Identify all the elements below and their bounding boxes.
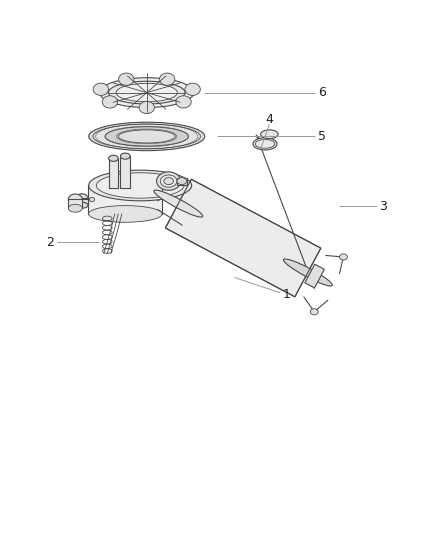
Ellipse shape [283,259,332,286]
Polygon shape [166,179,321,297]
Text: 1: 1 [283,288,291,302]
Bar [109,158,118,188]
Text: 2: 2 [46,236,54,249]
Ellipse shape [68,194,82,205]
Ellipse shape [176,96,191,108]
Ellipse shape [89,197,95,201]
Ellipse shape [154,190,203,217]
Bar [76,198,88,205]
Ellipse shape [116,84,177,102]
Ellipse shape [76,202,88,208]
Ellipse shape [159,73,175,85]
Ellipse shape [99,78,194,108]
Text: 5: 5 [318,130,326,143]
Bar [177,177,187,184]
Ellipse shape [102,96,117,108]
Ellipse shape [177,177,187,184]
Ellipse shape [88,206,162,222]
Ellipse shape [76,194,88,204]
Ellipse shape [93,83,109,95]
Ellipse shape [261,130,278,139]
Ellipse shape [96,173,184,198]
Text: 4: 4 [265,114,273,126]
Ellipse shape [109,155,118,161]
Bar [68,199,82,208]
Ellipse shape [157,172,180,190]
Ellipse shape [118,130,175,143]
Bar [120,156,130,188]
Ellipse shape [68,204,82,212]
Ellipse shape [185,83,200,95]
Ellipse shape [88,170,192,201]
Ellipse shape [120,153,130,159]
Ellipse shape [119,73,134,85]
Polygon shape [305,264,325,288]
Ellipse shape [109,81,185,104]
Ellipse shape [105,127,188,146]
Bar [88,185,162,214]
Ellipse shape [253,138,277,150]
Ellipse shape [139,101,154,114]
Ellipse shape [160,175,177,187]
Ellipse shape [310,309,318,315]
Ellipse shape [89,122,205,151]
Text: 6: 6 [318,86,326,99]
Ellipse shape [164,177,173,184]
Text: 3: 3 [379,199,387,213]
Ellipse shape [339,254,347,260]
Ellipse shape [93,124,201,149]
